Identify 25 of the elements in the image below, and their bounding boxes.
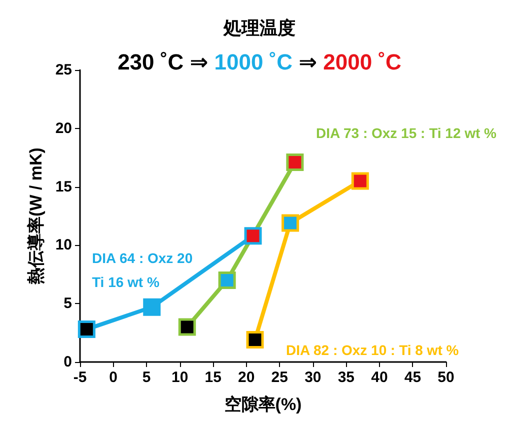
x-tick-label: 40: [371, 369, 388, 386]
y-tick-label: 5: [64, 295, 72, 312]
x-tick-label: 45: [404, 369, 422, 386]
series-label: DIA 82 : Oxz 10 : Ti 8 wt %: [286, 342, 460, 358]
x-tick-label: 30: [304, 369, 322, 386]
series-label: DIA 73 : Oxz 15 : Ti 12 wt %: [316, 125, 498, 141]
x-axis-title: 空隙率(%): [224, 395, 302, 414]
x-tick-label: 20: [238, 369, 255, 386]
chart-subtitle: 230 ˚C ⇒ 1000 ˚C ⇒ 2000 ˚C: [118, 50, 402, 74]
chart-title: 処理温度: [222, 18, 296, 38]
y-tick-label: 20: [55, 120, 72, 137]
y-tick-label: 25: [55, 62, 72, 78]
x-tick-label: 5: [142, 369, 151, 386]
x-tick-label: 15: [204, 369, 222, 386]
x-tick-label: 0: [109, 369, 118, 386]
x-tick-label: 35: [338, 369, 355, 386]
y-tick-label: 0: [64, 354, 72, 370]
y-axis-title: 熱伝導率(W / mK): [26, 148, 46, 286]
series-label: DIA 64 : Oxz 20 Ti 16 wt %: [92, 250, 193, 290]
x-tick-label: 10: [171, 369, 188, 386]
y-tick-label: 15: [55, 178, 72, 196]
x-tick-label: 25: [271, 369, 288, 386]
x-tick-label: 50: [438, 369, 454, 386]
x-tick-label: -5: [73, 369, 87, 386]
y-tick-label: 10: [55, 236, 72, 254]
